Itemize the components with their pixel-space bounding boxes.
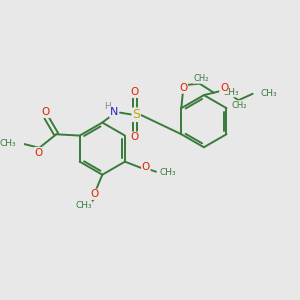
Text: CH₃: CH₃ xyxy=(160,168,176,177)
Text: O: O xyxy=(90,189,99,199)
Text: O: O xyxy=(34,148,43,158)
Text: O: O xyxy=(142,162,150,172)
Text: O: O xyxy=(131,132,139,142)
Text: O: O xyxy=(42,107,50,117)
Text: S: S xyxy=(132,108,140,121)
Text: CH₂: CH₂ xyxy=(232,101,248,110)
Text: CH₃: CH₃ xyxy=(261,89,278,98)
Text: CH₃: CH₃ xyxy=(0,139,16,148)
Text: CH₃: CH₃ xyxy=(222,88,239,97)
Text: O: O xyxy=(220,83,228,93)
Text: CH₃: CH₃ xyxy=(75,201,92,210)
Text: O: O xyxy=(131,87,139,97)
Text: O: O xyxy=(179,83,188,93)
Text: N: N xyxy=(110,107,118,117)
Text: H: H xyxy=(104,102,111,111)
Text: CH₂: CH₂ xyxy=(193,74,209,83)
